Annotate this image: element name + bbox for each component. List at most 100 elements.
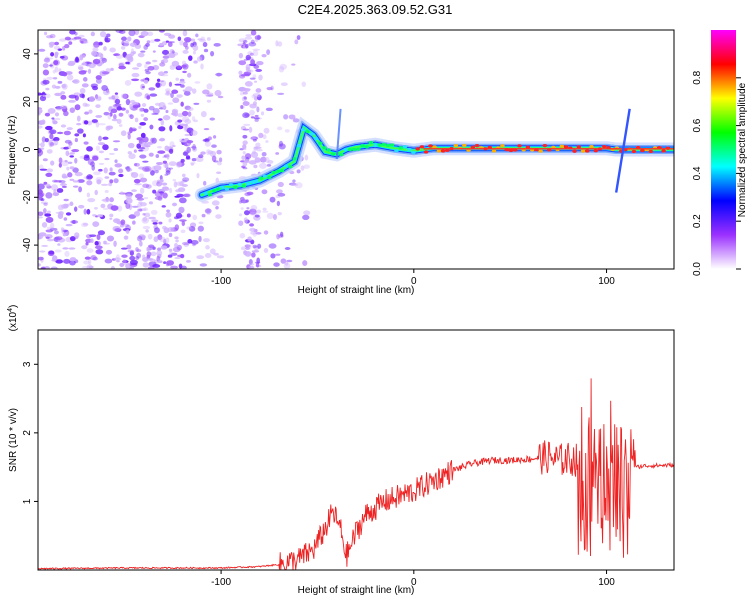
noise-speck — [240, 104, 244, 110]
snr-multiplier-base: (x10 — [8, 311, 19, 331]
noise-speck — [52, 118, 56, 125]
noise-speck — [121, 254, 128, 258]
noise-speck — [121, 41, 125, 46]
noise-speck — [152, 264, 161, 268]
noise-speck — [139, 173, 144, 179]
noise-speck — [143, 207, 149, 212]
noise-speck — [254, 157, 261, 163]
noise-speck — [193, 60, 198, 64]
noise-speck — [80, 54, 86, 59]
y-tick-label: -40 — [22, 237, 33, 252]
noise-speck — [78, 186, 83, 193]
noise-speck — [276, 233, 280, 240]
noise-speck — [182, 49, 189, 54]
noise-speck — [178, 206, 185, 214]
noise-speck — [151, 180, 159, 187]
noise-speck — [162, 49, 170, 56]
noise-speck — [206, 148, 211, 156]
noise-speck — [142, 262, 150, 268]
noise-speck — [97, 214, 104, 218]
noise-speck — [165, 170, 171, 175]
noise-speck — [155, 154, 160, 158]
noise-speck — [156, 161, 163, 166]
noise-speck — [127, 56, 133, 62]
noise-speck — [253, 96, 258, 101]
noise-speck — [215, 72, 223, 77]
noise-speck — [162, 187, 170, 191]
noise-speck — [38, 143, 41, 146]
noise-speck — [125, 203, 131, 209]
noise-speck — [157, 150, 166, 154]
noise-speck — [140, 113, 145, 117]
noise-speck — [120, 107, 126, 111]
noise-speck — [116, 254, 120, 260]
noise-speck — [279, 63, 287, 70]
trace-blip — [356, 147, 361, 151]
noise-speck — [44, 56, 50, 62]
noise-speck — [142, 136, 149, 143]
noise-speck — [45, 93, 51, 99]
noise-speck — [167, 226, 175, 233]
noise-speck — [166, 90, 170, 95]
noise-speck — [175, 189, 181, 193]
noise-speck — [179, 197, 187, 204]
noise-speck — [131, 189, 137, 193]
noise-speck — [61, 160, 69, 167]
noise-speck — [101, 57, 108, 63]
noise-speck — [184, 133, 190, 137]
noise-speck — [127, 142, 135, 149]
noise-speck — [62, 72, 68, 77]
noise-speck — [45, 125, 53, 131]
noise-speck — [250, 30, 257, 36]
noise-speck — [114, 163, 123, 168]
noise-speck — [190, 130, 198, 136]
noise-speck — [129, 255, 136, 261]
noise-speck — [242, 147, 247, 151]
noise-speck — [276, 126, 283, 131]
noise-speck — [263, 127, 270, 134]
noise-speck — [238, 74, 246, 79]
noise-speck — [48, 141, 53, 148]
noise-speck — [125, 61, 130, 65]
noise-speck — [240, 207, 244, 210]
noise-speck — [92, 44, 100, 49]
noise-speck — [99, 31, 107, 38]
noise-speck — [161, 182, 168, 186]
trace-blip — [390, 143, 395, 147]
noise-speck — [129, 266, 134, 269]
noise-speck — [142, 183, 150, 189]
trace-blip — [572, 149, 577, 153]
noise-speck — [38, 256, 44, 261]
noise-speck — [164, 145, 170, 152]
noise-speck — [81, 62, 87, 66]
noise-speck — [142, 225, 151, 230]
noise-speck — [148, 216, 157, 220]
noise-speck — [88, 175, 94, 179]
noise-speck — [38, 125, 43, 129]
noise-speck — [129, 250, 134, 256]
noise-speck — [143, 142, 149, 147]
trace-blip — [292, 157, 297, 161]
noise-speck — [163, 238, 167, 245]
noise-speck — [38, 107, 43, 114]
noise-speck — [179, 81, 186, 84]
noise-speck — [179, 78, 185, 82]
noise-speck — [48, 250, 55, 255]
noise-speck — [188, 55, 193, 61]
noise-speck — [210, 50, 215, 57]
noise-speck — [206, 212, 211, 216]
trace-blip — [368, 140, 374, 145]
noise-speck — [187, 72, 192, 78]
trace-blip — [339, 153, 344, 157]
noise-speck — [118, 173, 124, 178]
noise-speck — [153, 236, 159, 243]
noise-speck — [254, 114, 259, 118]
noise-speck — [89, 234, 97, 238]
noise-speck — [186, 226, 192, 230]
noise-speck — [160, 245, 168, 250]
noise-speck — [62, 247, 69, 250]
trace-blip — [377, 143, 382, 147]
snr-y-ticks: 1 2 3 — [22, 361, 38, 504]
noise-speck — [125, 197, 133, 204]
noise-speck — [238, 38, 247, 43]
